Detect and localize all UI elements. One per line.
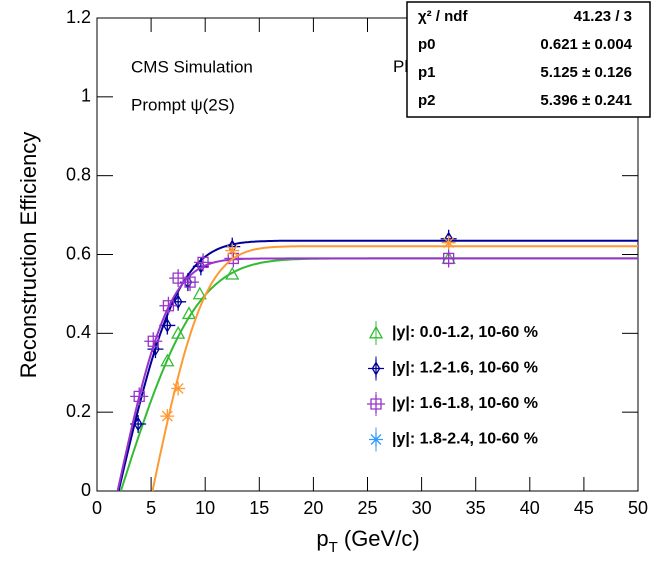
data-point (171, 325, 186, 339)
x-tick-label: 40 (520, 498, 540, 518)
y-tick-label: 0.8 (66, 164, 91, 184)
y-axis-label: Reconstruction Efficiency (16, 132, 41, 379)
data-point (439, 249, 458, 268)
x-tick-label: 0 (92, 498, 102, 518)
x-tick-label: 5 (146, 498, 156, 518)
y-tick-label: 1.2 (66, 7, 91, 27)
data-point (192, 286, 207, 300)
stats-value: 0.621 ± 0.004 (540, 36, 632, 53)
y-tick-label: 0.2 (66, 401, 91, 421)
stats-value: 41.23 / 3 (574, 8, 632, 25)
y-tick-label: 0 (81, 480, 91, 500)
stats-label: p0 (418, 36, 436, 53)
data-point (169, 269, 188, 288)
fit-curve (117, 239, 638, 492)
annotation: CMS Simulation (131, 57, 253, 76)
fit-curve (119, 257, 638, 492)
stats-label: p2 (418, 92, 436, 109)
data-point (170, 292, 187, 311)
y-tick-label: 0.4 (66, 322, 91, 342)
data-point (225, 266, 240, 280)
stats: χ² / ndf 41.23 / 3 p0 0.621 ± 0.004 p1 5.125 … (418, 8, 633, 109)
x-label-main: p (316, 526, 328, 551)
fit-curve (116, 257, 638, 492)
stats-value: 5.125 ± 0.126 (540, 64, 632, 81)
data-point (159, 316, 176, 335)
data-point (192, 257, 209, 276)
annotation: Prompt ψ(2S) (131, 95, 235, 114)
data-point (194, 253, 213, 272)
data-point (171, 381, 186, 396)
data-point (160, 409, 175, 424)
x-tick-label: 25 (357, 498, 377, 518)
x-tick-label: 45 (574, 498, 594, 518)
data-point (160, 353, 175, 367)
stats-value: 5.396 ± 0.241 (540, 92, 632, 109)
legend-label: |y|: 1.2-1.6, 10-60 % (392, 360, 538, 377)
y-tick-label: 1 (81, 86, 91, 106)
x-axis-label: pT (GeV/c) (316, 526, 419, 556)
x-tick-label: 35 (466, 498, 486, 518)
data-point (130, 387, 149, 406)
data-point (441, 235, 456, 250)
x-tick-label: 10 (195, 498, 215, 518)
legend-label: |y|: 1.6-1.8, 10-60 % (392, 395, 538, 412)
x-tick-label: 50 (628, 498, 648, 518)
legend: |y|: 0.0-1.2, 10-60 % |y|: 1.2-1.6, 10-60… (367, 321, 538, 452)
data-point (159, 296, 178, 315)
data-point (181, 273, 200, 292)
fit-curve (151, 245, 638, 492)
stats-label: p1 (418, 64, 436, 81)
data-point (181, 306, 197, 320)
stats-label: χ² / ndf (418, 8, 468, 25)
x-tick-label: 20 (303, 498, 323, 518)
x-tick-label: 30 (412, 498, 432, 518)
x-label-rest: (GeV/c) (338, 526, 420, 551)
data-point (144, 332, 163, 351)
data-point (225, 243, 240, 258)
legend-label: |y|: 1.8-2.4, 10-60 % (392, 431, 538, 448)
x-tick-label: 15 (249, 498, 269, 518)
y-tick-label: 0.6 (66, 243, 91, 263)
plot-area: 0 5 10 15 20 25 30 35 40 45 50 0 0.2 0.4 0.6 0.8 1 1.2 (66, 7, 648, 518)
x-label-sub: T (329, 539, 338, 556)
stats-box (406, 1, 651, 118)
legend-label: |y|: 0.0-1.2, 10-60 % (392, 324, 538, 341)
